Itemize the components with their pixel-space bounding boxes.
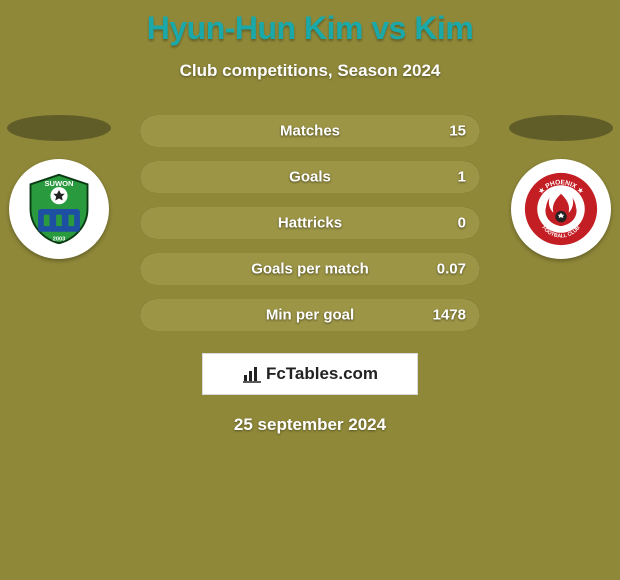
stat-value: 0 — [458, 215, 466, 232]
stat-row-hattricks: Hattricks 0 — [140, 207, 480, 239]
stat-row-matches: Matches 15 — [140, 115, 480, 147]
phoenix-badge-icon: ★ PHOENIX ★ FOOTBALL CLUB — [523, 171, 599, 247]
club-badge-right: ★ PHOENIX ★ FOOTBALL CLUB — [511, 159, 611, 259]
stat-label: Matches — [140, 123, 480, 140]
date-text: 25 september 2024 — [0, 415, 620, 435]
stat-row-goals-per-match: Goals per match 0.07 — [140, 253, 480, 285]
brand-box: FcTables.com — [202, 353, 418, 395]
svg-text:2003: 2003 — [53, 236, 66, 242]
stat-row-goals: Goals 1 — [140, 161, 480, 193]
subtitle: Club competitions, Season 2024 — [0, 61, 620, 81]
stat-label: Goals per match — [140, 261, 480, 278]
bar-chart-icon — [242, 364, 262, 384]
player-right-column: ★ PHOENIX ★ FOOTBALL CLUB — [506, 115, 616, 259]
stat-value: 0.07 — [437, 261, 466, 278]
avatar-placeholder-left — [7, 115, 111, 141]
club-badge-left: SUWON 2003 — [9, 159, 109, 259]
stats-rows: Matches 15 Goals 1 Hattricks 0 Goals per… — [140, 115, 480, 331]
svg-text:SUWON: SUWON — [44, 179, 73, 188]
stat-label: Hattricks — [140, 215, 480, 232]
content-area: SUWON 2003 ★ PHOENIX ★ FOOTBALL CLUB — [0, 115, 620, 435]
avatar-placeholder-right — [509, 115, 613, 141]
player-left-column: SUWON 2003 — [4, 115, 114, 259]
stat-value: 1 — [458, 169, 466, 186]
stat-label: Min per goal — [140, 307, 480, 324]
stat-label: Goals — [140, 169, 480, 186]
suwon-badge-icon: SUWON 2003 — [21, 171, 97, 247]
brand-text: FcTables.com — [266, 364, 378, 384]
comparison-card: Hyun-Hun Kim vs Kim Club competitions, S… — [0, 0, 620, 580]
stat-value: 1478 — [433, 307, 466, 324]
stat-row-min-per-goal: Min per goal 1478 — [140, 299, 480, 331]
page-title: Hyun-Hun Kim vs Kim — [0, 0, 620, 47]
stat-value: 15 — [449, 123, 466, 140]
